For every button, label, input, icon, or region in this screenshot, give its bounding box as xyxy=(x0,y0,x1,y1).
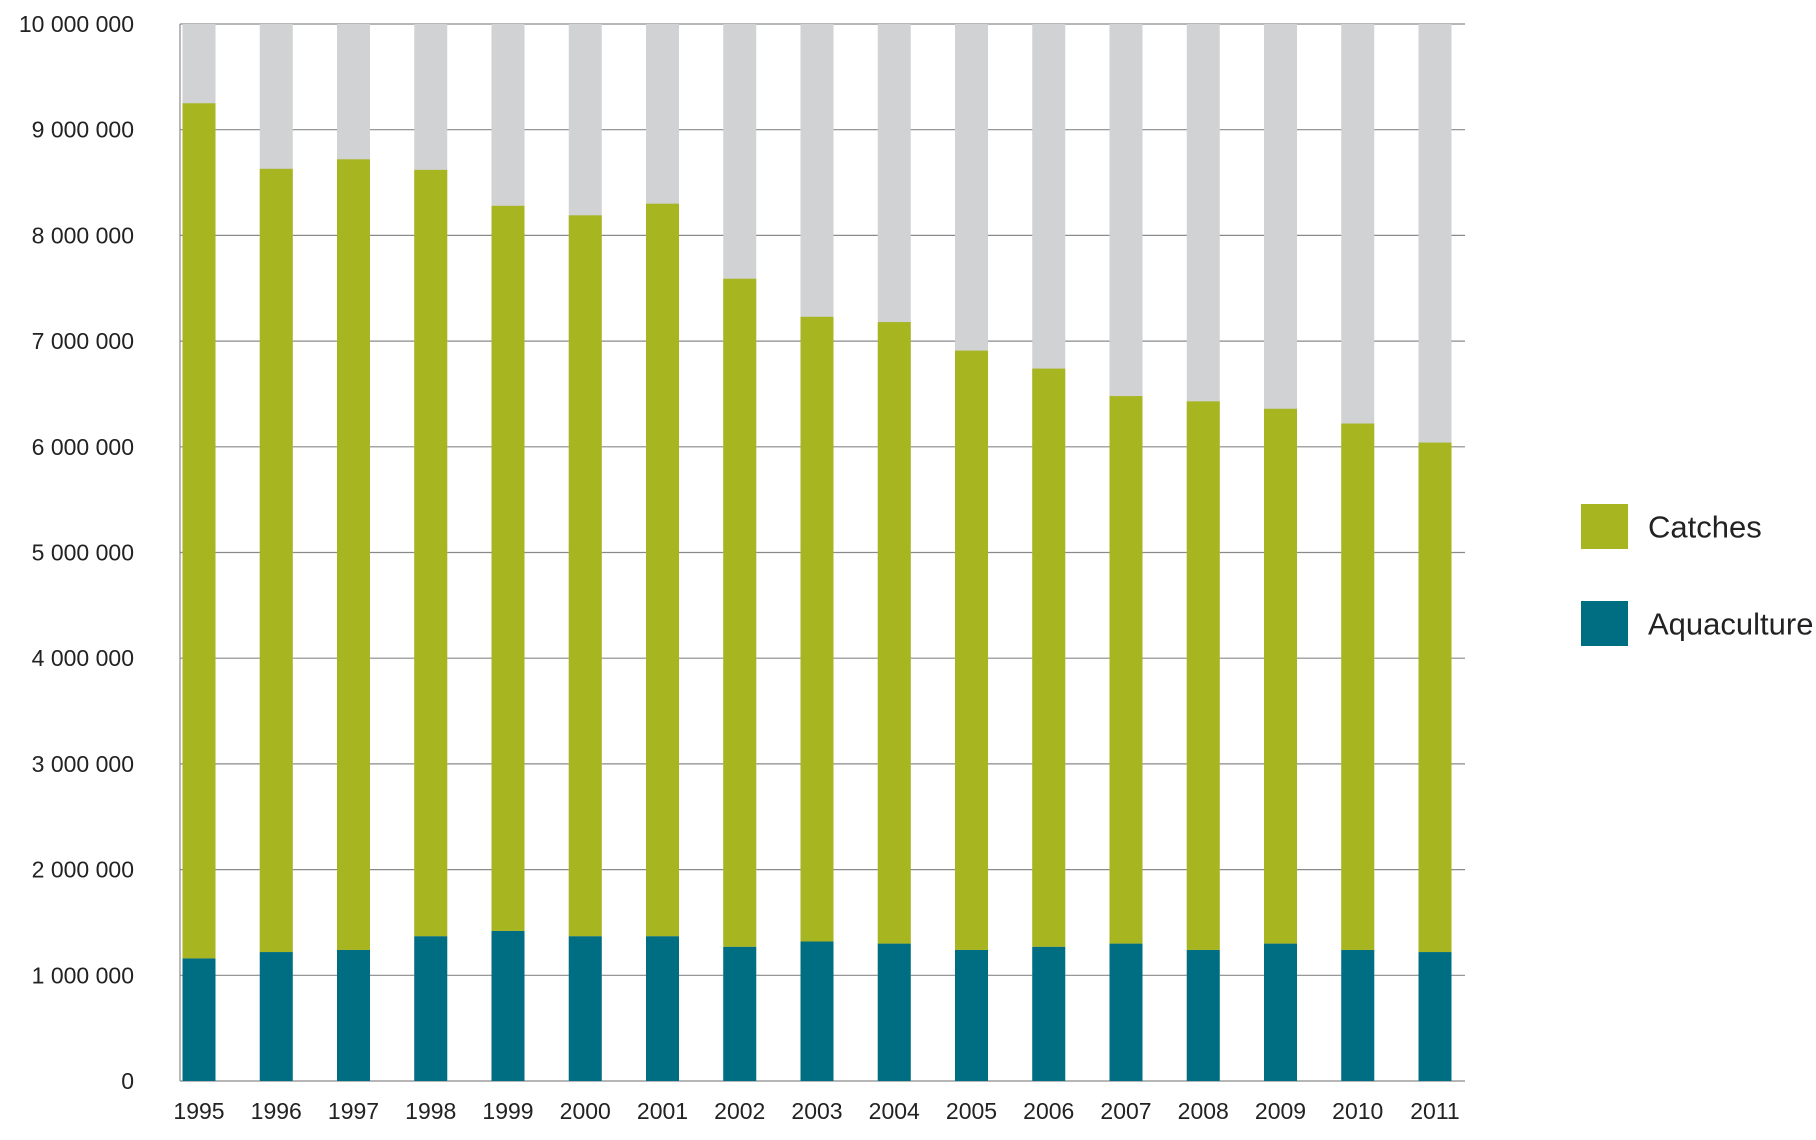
bar-catches-2008 xyxy=(1187,401,1220,950)
y-tick-label: 7 000 000 xyxy=(32,328,134,354)
bar-aquaculture-2005 xyxy=(955,950,988,1081)
x-tick-label: 2009 xyxy=(1255,1098,1306,1124)
bar-catches-2004 xyxy=(878,322,911,944)
bar-catches-2011 xyxy=(1419,443,1452,952)
x-tick-label: 2006 xyxy=(1023,1098,1074,1124)
bar-catches-2003 xyxy=(801,317,834,942)
x-tick-label: 2001 xyxy=(637,1098,688,1124)
bar-catches-2009 xyxy=(1264,409,1297,944)
legend-label-catches: Catches xyxy=(1648,510,1762,545)
bar-catches-2006 xyxy=(1032,369,1065,947)
x-tick-label: 2008 xyxy=(1178,1098,1229,1124)
bar-aquaculture-1998 xyxy=(414,936,447,1081)
y-tick-label: 6 000 000 xyxy=(32,434,134,460)
bar-aquaculture-2006 xyxy=(1032,947,1065,1081)
bar-aquaculture-2003 xyxy=(801,941,834,1081)
x-tick-label: 1997 xyxy=(328,1098,379,1124)
x-tick-label: 1995 xyxy=(173,1098,224,1124)
y-tick-label: 0 xyxy=(121,1068,134,1094)
bar-aquaculture-2002 xyxy=(723,947,756,1081)
bar-aquaculture-1996 xyxy=(260,952,293,1081)
bar-catches-1997 xyxy=(337,159,370,950)
bar-catches-2010 xyxy=(1341,424,1374,950)
x-tick-label: 2002 xyxy=(714,1098,765,1124)
bar-aquaculture-1997 xyxy=(337,950,370,1081)
legend-swatch-aquaculture xyxy=(1581,601,1628,646)
bar-aquaculture-2010 xyxy=(1341,950,1374,1081)
x-tick-label: 2011 xyxy=(1410,1098,1459,1124)
y-tick-label: 1 000 000 xyxy=(32,962,134,988)
y-tick-label: 4 000 000 xyxy=(32,645,134,671)
x-tick-label: 2003 xyxy=(791,1098,842,1124)
x-axis: 1995 1996 1997 1998 1999 2000 2001 2002 2003 2004… xyxy=(173,1098,1459,1124)
x-tick-label: 2010 xyxy=(1332,1098,1383,1124)
bar-aquaculture-2009 xyxy=(1264,944,1297,1081)
bar-aquaculture-2000 xyxy=(569,936,602,1081)
x-tick-label: 2004 xyxy=(869,1098,920,1124)
x-tick-label: 2005 xyxy=(946,1098,997,1124)
x-tick-label: 2000 xyxy=(560,1098,611,1124)
bar-catches-2002 xyxy=(723,279,756,947)
bar-catches-2005 xyxy=(955,351,988,950)
y-tick-label: 8 000 000 xyxy=(32,222,134,248)
bar-catches-2007 xyxy=(1110,396,1143,944)
legend-label-aquaculture: Aquaculture xyxy=(1648,607,1813,642)
x-tick-label: 1996 xyxy=(251,1098,302,1124)
y-tick-label: 3 000 000 xyxy=(32,751,134,777)
bar-aquaculture-2007 xyxy=(1110,944,1143,1081)
legend-swatch-catches xyxy=(1581,504,1628,549)
y-tick-label: 2 000 000 xyxy=(32,857,134,883)
y-axis: 0 1 000 000 2 000 000 3 000 000 4 000 000 5 0… xyxy=(19,11,180,1094)
bar-catches-2001 xyxy=(646,204,679,937)
bar-catches-1999 xyxy=(492,206,525,931)
x-tick-label: 1998 xyxy=(405,1098,456,1124)
legend: Catches Aquaculture xyxy=(1581,504,1813,646)
bar-aquaculture-2001 xyxy=(646,936,679,1081)
x-tick-label: 1999 xyxy=(482,1098,533,1124)
bar-catches-1996 xyxy=(260,169,293,952)
y-tick-label: 10 000 000 xyxy=(19,11,134,37)
bar-aquaculture-2008 xyxy=(1187,950,1220,1081)
x-tick-label: 2007 xyxy=(1100,1098,1151,1124)
bar-aquaculture-2011 xyxy=(1419,952,1452,1081)
bar-aquaculture-2004 xyxy=(878,944,911,1081)
bar-aquaculture-1999 xyxy=(492,931,525,1081)
bar-catches-1998 xyxy=(414,170,447,936)
y-tick-label: 5 000 000 xyxy=(32,540,134,566)
bar-catches-1995 xyxy=(183,103,216,958)
bar-aquaculture-1995 xyxy=(183,958,216,1081)
y-tick-label: 9 000 000 xyxy=(32,117,134,143)
bar-catches-2000 xyxy=(569,215,602,936)
